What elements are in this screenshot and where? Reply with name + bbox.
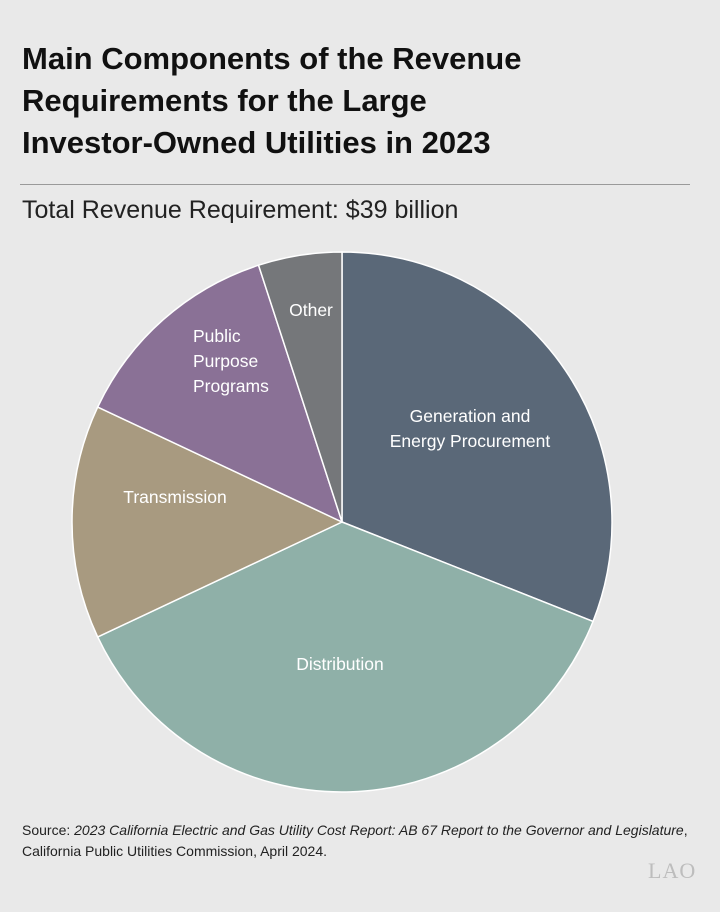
title-divider — [20, 184, 690, 185]
source-note: Source: 2023 California Electric and Gas… — [22, 820, 702, 862]
pie-slice-label-0: Generation and Energy Procurement — [390, 406, 551, 451]
pie-slice-3 — [96, 264, 344, 524]
title-line-3: Investor-Owned Utilities in 2023 — [22, 125, 491, 160]
title-line-1: Main Components of the Revenue — [22, 41, 522, 76]
pie-slice-label-1: Distribution — [296, 654, 384, 674]
chart-title: Main Components of the Revenue Requireme… — [22, 38, 702, 164]
pie-slice-label-2: Transmission — [123, 487, 226, 507]
pie-slice-1 — [96, 521, 595, 793]
pie-chart: Generation and Energy Procurement Distribu… — [71, 251, 613, 793]
chart-subtitle: Total Revenue Requirement: $39 billion — [22, 196, 459, 224]
pie-slice-label-3: Public Purpose Programs — [193, 326, 269, 396]
pie-slice-2 — [71, 406, 344, 638]
source-suffix: , California Public Utilities Commission… — [22, 822, 688, 859]
source-report-title: 2023 California Electric and Gas Utility… — [74, 822, 684, 838]
pie-slice-label-4: Other — [289, 300, 333, 320]
source-prefix: Source: — [22, 822, 75, 838]
lao-logo: LAO — [648, 858, 697, 883]
pie-slice-0 — [341, 251, 613, 623]
title-line-2: Requirements for the Large — [22, 83, 427, 118]
pie-slice-4 — [257, 251, 343, 523]
